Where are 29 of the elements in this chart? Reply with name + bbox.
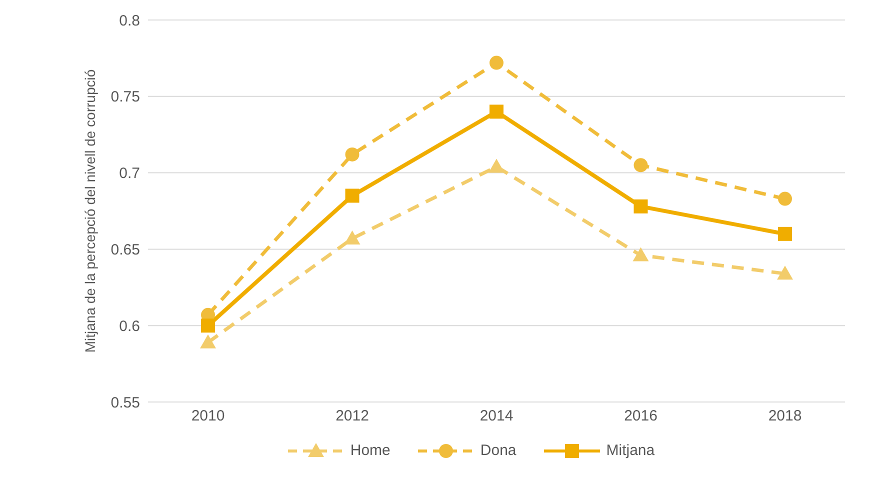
x-tick-label: 2010 (191, 408, 225, 425)
point (778, 192, 792, 206)
x-tick-label: 2014 (480, 408, 514, 425)
point (201, 318, 215, 333)
x-tick-label: 2018 (768, 408, 802, 425)
x-tick-label: 2016 (624, 408, 658, 425)
point (632, 247, 649, 262)
point (777, 266, 793, 280)
legend-label: Dona (479, 442, 516, 459)
y-tick-label: 0.7 (119, 165, 140, 182)
point (488, 158, 504, 173)
point (344, 230, 360, 245)
legend-label: Mitjana (605, 442, 655, 459)
point (345, 188, 360, 203)
point (634, 199, 648, 214)
legend-label: Home (349, 442, 390, 459)
y-tick-label: 0.8 (119, 12, 140, 30)
point (200, 334, 216, 348)
point (490, 104, 504, 119)
y-tick-label: 0.6 (119, 318, 140, 335)
point (345, 147, 360, 162)
y-axis-title: Mitjana de la percepció del nivell de corrupció (82, 69, 98, 353)
x-tick-label: 2012 (336, 408, 369, 425)
y-tick-label: 0.65 (110, 242, 140, 259)
y-tick-label: 0.55 (110, 394, 140, 412)
point (634, 158, 648, 172)
y-tick-label: 0.75 (110, 88, 140, 106)
point (490, 56, 504, 70)
point (778, 226, 792, 241)
